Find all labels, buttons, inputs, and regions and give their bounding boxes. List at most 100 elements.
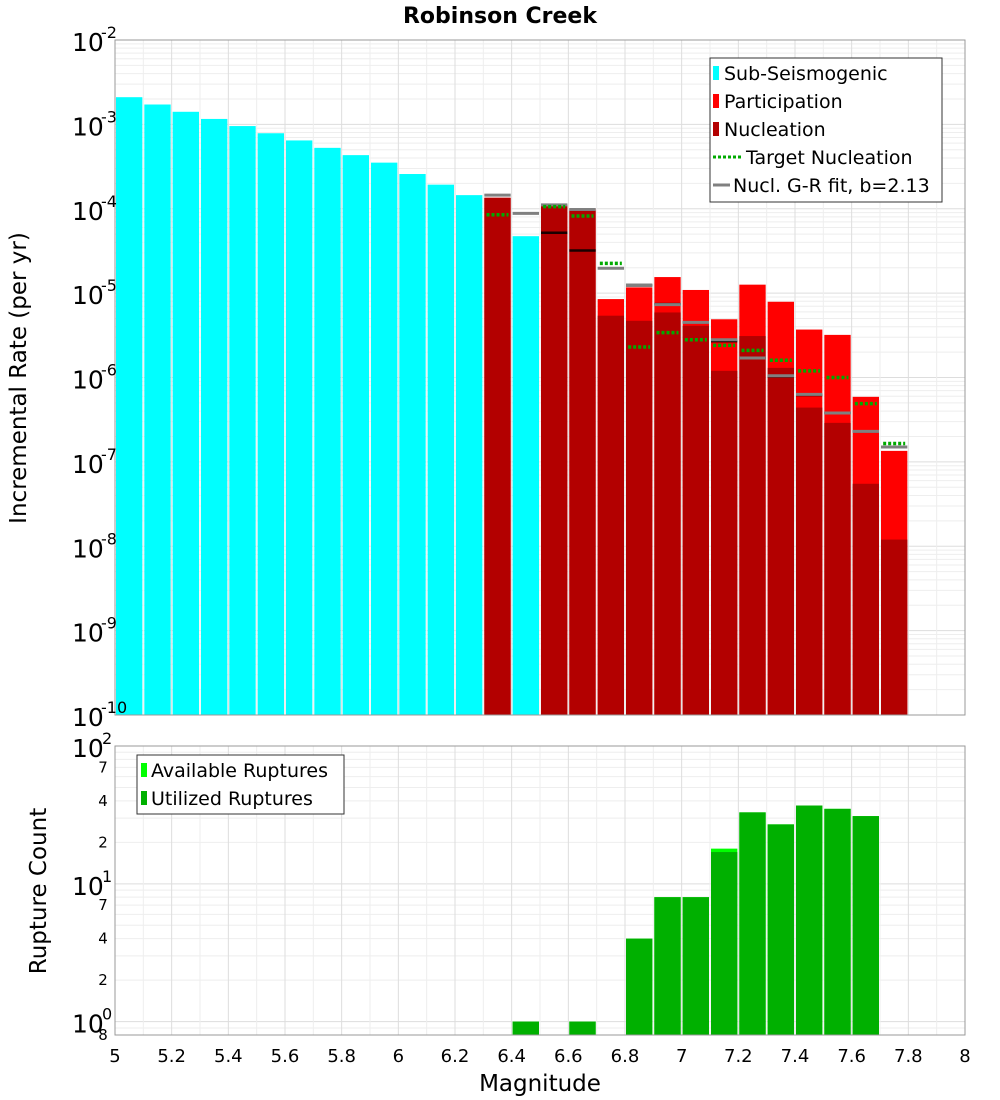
bottom-y-minor-label: 7 <box>98 758 108 776</box>
sub-seismogenic-bar <box>427 184 454 715</box>
utilized-ruptures-bar <box>767 824 794 1035</box>
utilized-ruptures-bar <box>824 808 851 1035</box>
x-tick-label: 6.8 <box>611 1046 640 1067</box>
bottom-y-tick-label: 10 <box>72 872 104 901</box>
x-tick-label: 7.8 <box>894 1046 923 1067</box>
top-y-tick-label: 10 <box>72 281 104 310</box>
top-y-tick-exponent: -3 <box>101 107 117 126</box>
top-y-tick-exponent: -5 <box>101 276 117 295</box>
x-tick-label: 5.2 <box>157 1046 186 1067</box>
legend-swatch-participation <box>713 94 719 108</box>
bottom-plot-frame <box>114 745 966 1036</box>
bottom-y-minor-label: 2 <box>98 833 108 851</box>
x-tick-label: 5.4 <box>214 1046 243 1067</box>
sub-seismogenic-bar <box>201 118 228 716</box>
top-y-tick-label: 10 <box>72 619 104 648</box>
legend-swatch-utilized <box>141 791 147 805</box>
legend-swatch-available <box>141 763 147 777</box>
legend-label-target-nucleation: Target Nucleation <box>745 147 913 169</box>
top-fit-lines <box>484 193 908 449</box>
x-ticks: 5 5.2 5.4 5.6 5.8 6 6.2 6.4 6.6 6.8 7 7.2 7.4 7.6 7.8 8 <box>109 1046 970 1067</box>
utilized-ruptures-bar <box>682 897 709 1035</box>
nucleation-bar <box>484 197 511 716</box>
bottom-y-minor-label: 8 <box>98 1026 108 1044</box>
nucleation-bar <box>824 422 851 715</box>
top-bars <box>116 97 908 716</box>
top-legend: Sub-Seismogenic Participation Nucleation… <box>709 57 943 203</box>
top-y-tick-label: 10 <box>72 450 104 479</box>
x-tick-label: 8 <box>959 1046 970 1067</box>
top-y-tick-label: 10 <box>72 112 104 141</box>
legend-label-available: Available Ruptures <box>151 760 328 782</box>
x-axis-label: Magnitude <box>479 1071 601 1097</box>
x-tick-label: 6.6 <box>554 1046 583 1067</box>
utilized-ruptures-bar <box>711 852 738 1035</box>
legend-swatch-sub-seismogenic <box>713 66 719 80</box>
sub-seismogenic-bar <box>399 174 426 715</box>
utilized-ruptures-bar <box>796 805 823 1035</box>
bottom-y-tick-label: 10 <box>72 1010 104 1039</box>
x-tick-label: 6.4 <box>497 1046 526 1067</box>
legend-label-sub-seismogenic: Sub-Seismogenic <box>724 63 888 85</box>
utilized-ruptures-bar <box>739 812 766 1035</box>
bottom-y-tick-exponent: 1 <box>102 867 112 886</box>
top-y-tick-label: 10 <box>72 366 104 395</box>
top-legend-box <box>709 57 943 203</box>
top-y-tick-exponent: -2 <box>101 23 117 42</box>
top-y-tick-exponent: -4 <box>101 192 117 211</box>
top-y-tick-label: 10 <box>72 28 104 57</box>
bottom-y-axis-label: Rupture Count <box>26 808 52 974</box>
nucleation-bar <box>682 325 709 715</box>
x-tick-label: 7 <box>676 1046 687 1067</box>
bottom-y-tick-exponent: 2 <box>102 729 112 748</box>
top-plot-frame <box>114 39 966 716</box>
utilized-ruptures-bar <box>654 897 681 1035</box>
sub-seismogenic-bar <box>172 111 199 715</box>
legend-label-nucleation: Nucleation <box>724 119 826 141</box>
nucleation-bar <box>739 336 766 715</box>
top-y-tick-label: 10 <box>72 703 104 732</box>
top-y-tick-exponent: -7 <box>101 445 117 464</box>
utilized-ruptures-bar <box>569 1021 596 1035</box>
utilized-ruptures-bar <box>626 938 653 1035</box>
top-y-tick-exponent: -9 <box>101 614 117 633</box>
x-tick-label: 7.4 <box>781 1046 810 1067</box>
bottom-y-minor-label: 2 <box>98 971 108 989</box>
nucleation-bar <box>569 210 596 716</box>
nucleation-bar <box>767 367 794 715</box>
x-tick-label: 5.6 <box>271 1046 300 1067</box>
bottom-y-tick-exponent: 0 <box>102 1005 112 1024</box>
x-tick-label: 6 <box>393 1046 404 1067</box>
top-y-tick-label: 10 <box>72 534 104 563</box>
utilized-ruptures-bar <box>512 1021 539 1035</box>
bottom-y-minor-label: 7 <box>98 896 108 914</box>
x-tick-label: 5.8 <box>327 1046 356 1067</box>
legend-label-utilized: Utilized Ruptures <box>151 788 313 810</box>
bottom-legend: Available Ruptures Utilized Ruptures <box>136 754 345 815</box>
nucleation-bar <box>626 320 653 715</box>
sub-seismogenic-bar <box>342 155 369 716</box>
nucleation-bar <box>654 312 681 715</box>
x-tick-label: 7.2 <box>724 1046 753 1067</box>
top-y-ticks: 10-210-310-410-510-610-710-810-910-10 <box>72 23 127 732</box>
top-y-axis-label: Incremental Rate (per yr) <box>6 232 32 524</box>
nucleation-bar <box>881 539 908 715</box>
nucleation-bar <box>541 206 568 715</box>
top-y-tick-exponent: -8 <box>101 529 117 548</box>
sub-seismogenic-bar <box>116 97 143 715</box>
sub-seismogenic-bar <box>456 195 483 715</box>
bottom-y-minor-label: 4 <box>98 930 108 948</box>
sub-seismogenic-bar <box>286 140 313 715</box>
legend-label-participation: Participation <box>724 91 843 113</box>
x-tick-label: 6.2 <box>441 1046 470 1067</box>
nucleation-bar <box>852 483 879 715</box>
nucleation-bar <box>796 407 823 715</box>
nucleation-bar <box>597 315 624 715</box>
top-y-tick-label: 10 <box>72 197 104 226</box>
x-tick-label: 7.6 <box>837 1046 866 1067</box>
sub-seismogenic-bar <box>314 147 341 715</box>
top-y-tick-exponent: -6 <box>101 361 117 380</box>
top-y-tick-exponent: -10 <box>101 698 127 717</box>
